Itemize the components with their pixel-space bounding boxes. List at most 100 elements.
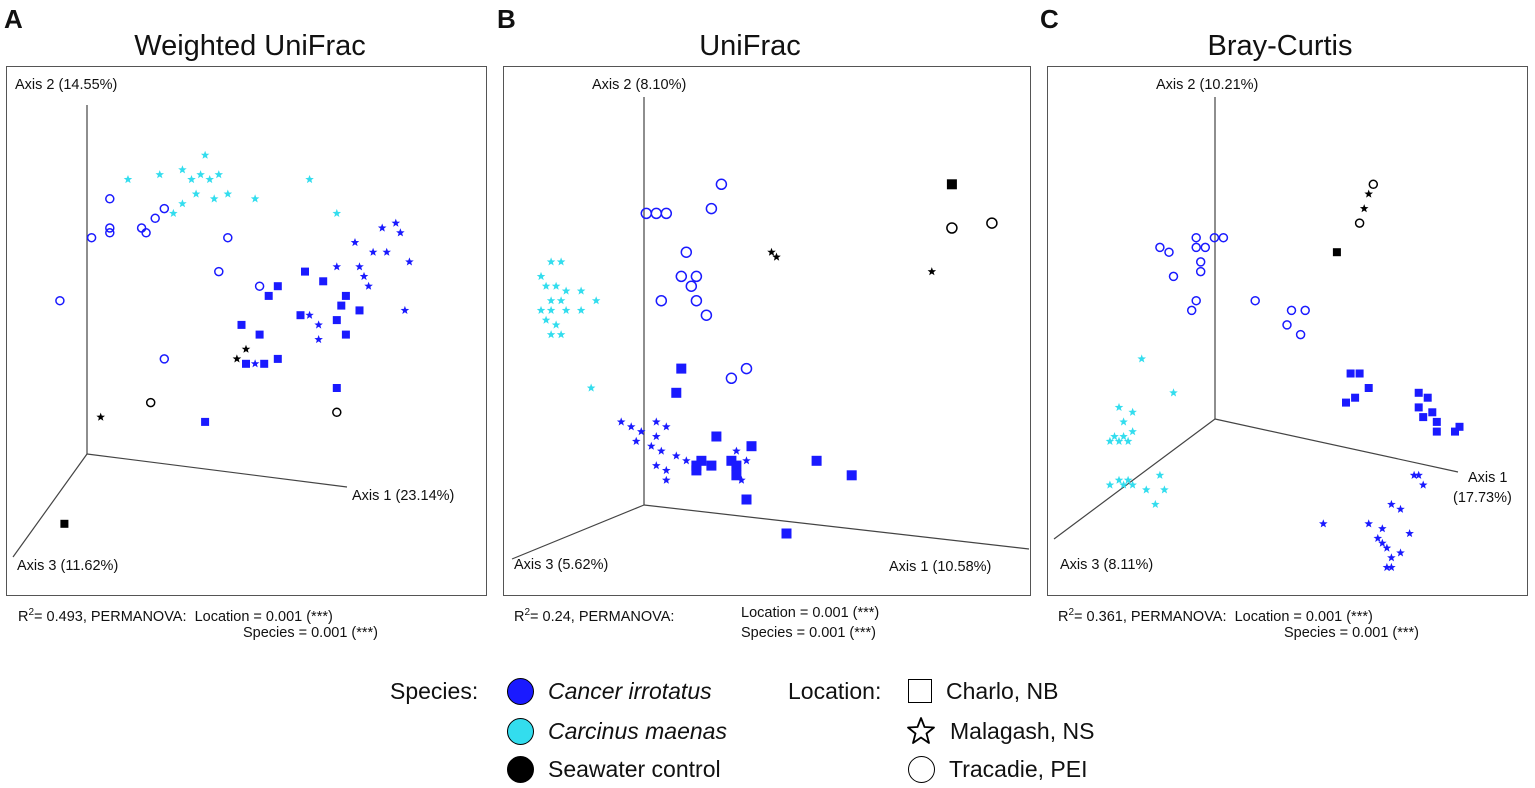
point-b-carcinus-star-9	[591, 296, 601, 305]
point-a-cancer-circle-19	[105, 223, 115, 233]
point-a-carcinus-star-7	[155, 170, 164, 179]
point-a-seawater-star-63	[232, 354, 242, 363]
point-c-carcinus-star-59	[1119, 432, 1128, 441]
point-c-cancer-star-50	[1382, 562, 1392, 572]
point-b-carcinus-star-5	[561, 286, 571, 295]
point-c-cancer-circle-5	[1191, 232, 1201, 243]
axis1-label-c: Axis 1	[1468, 470, 1508, 486]
point-b-cancer-square-47	[781, 528, 792, 539]
legend-item-carcinus: Carcinus maenas	[507, 716, 727, 746]
point-a-cancer-circle-25	[214, 266, 224, 277]
point-b-seawater-star-69	[767, 247, 776, 256]
point-a-cancer-square-45	[301, 267, 309, 276]
point-a-cancer-square-58	[242, 359, 250, 368]
point-c-cancer-circle-11	[1200, 242, 1211, 253]
point-c-carcinus-star-60	[1105, 436, 1115, 445]
point-b-cancer-square-41	[706, 460, 717, 471]
point-c-cancer-square-29	[1414, 403, 1423, 412]
point-c-carcinus-star-71	[1151, 499, 1160, 508]
point-c-cancer-circle-15	[1191, 295, 1201, 306]
point-c-carcinus-star-63	[1155, 470, 1165, 479]
point-b-cancer-star-58	[682, 456, 691, 465]
point-a-cancer-circle-22	[105, 228, 115, 238]
point-a-cancer-square-53	[332, 316, 341, 325]
point-c-cancer-star-38	[1418, 480, 1428, 489]
point-b-carcinus-star-7	[546, 296, 556, 305]
point-c-seawater-star-1	[1364, 189, 1373, 198]
point-a-seawater-square-67	[60, 519, 69, 528]
point-a-cancer-square-55	[341, 330, 350, 339]
legend-item-seawater: Seawater control	[507, 754, 721, 784]
point-b-cancer-square-36	[746, 441, 757, 452]
point-a-cancer-star-39	[364, 281, 373, 290]
point-a-cancer-circle-21	[141, 228, 151, 238]
point-a-cancer-square-51	[355, 306, 364, 315]
legend-species-title: Species:	[390, 677, 479, 704]
point-c-cancer-star-40	[1396, 504, 1405, 513]
legend-item-cancer: Cancer irrotatus	[507, 676, 712, 706]
point-c-cancer-circle-18	[1286, 305, 1297, 316]
point-a-cancer-circle-24	[223, 232, 233, 243]
point-a-cancer-square-56	[255, 330, 264, 339]
point-a-cancer-star-40	[400, 305, 410, 314]
point-b-cancer-square-34	[671, 387, 682, 398]
point-c-cancer-star-47	[1382, 543, 1392, 552]
point-c-seawater-circle-3	[1354, 218, 1365, 228]
point-a-cancer-star-43	[314, 335, 323, 344]
point-b-carcinus-star-14	[541, 315, 551, 324]
point-c-cancer-square-22	[1346, 369, 1355, 378]
point-b-cancer-star-52	[637, 427, 646, 436]
point-b-cancer-circle-22	[660, 207, 673, 220]
point-a-cancer-square-48	[341, 291, 350, 300]
point-a-seawater-circle-66	[332, 407, 342, 418]
point-c-carcinus-star-58	[1110, 432, 1119, 441]
point-c-cancer-star-39	[1387, 499, 1396, 508]
point-b-cancer-star-56	[657, 446, 666, 455]
point-c-cancer-star-44	[1405, 529, 1414, 538]
point-b-cancer-circle-21	[650, 207, 663, 220]
point-a-cancer-star-32	[350, 238, 360, 247]
point-b-cancer-star-49	[627, 422, 636, 431]
point-a-cancer-square-49	[264, 291, 273, 300]
point-c-carcinus-star-68	[1128, 480, 1137, 489]
stats-c: R2= 0.361, PERMANOVA: Location = 0.001 (…	[1058, 607, 1373, 625]
point-a-carcinus-star-5	[214, 170, 223, 179]
point-b-cancer-star-63	[732, 465, 741, 475]
point-b-carcinus-star-17	[556, 330, 566, 339]
legend-swatch-seawater	[507, 755, 534, 783]
point-b-carcinus-star-1	[556, 257, 566, 266]
stats-a: R2= 0.493, PERMANOVA: Location = 0.001 (…	[18, 607, 333, 625]
point-c-carcinus-star-64	[1114, 475, 1124, 484]
point-a-cancer-star-38	[359, 271, 369, 281]
point-b-cancer-star-54	[632, 436, 641, 445]
legend-swatch-cancer	[507, 677, 534, 705]
point-c-carcinus-star-65	[1123, 475, 1133, 484]
stats-species-a: Species = 0.001 (***)	[243, 625, 379, 641]
point-b-cancer-square-37	[696, 455, 707, 466]
point-c-cancer-square-30	[1428, 408, 1437, 417]
point-c-seawater-circle-0	[1368, 179, 1379, 190]
point-c-carcinus-star-52	[1137, 354, 1146, 363]
point-b-cancer-circle-27	[685, 280, 698, 292]
legend-item-malagash: Malagash, NS	[906, 716, 1094, 746]
point-c-cancer-star-43	[1378, 524, 1387, 533]
point-b-carcinus-star-6	[576, 286, 586, 295]
point-c-cancer-star-51	[1387, 562, 1396, 572]
point-c-cancer-square-32	[1432, 417, 1441, 426]
point-c-carcinus-star-70	[1160, 485, 1169, 494]
scatter-plot-b	[511, 97, 1030, 560]
point-c-cancer-star-37	[1414, 470, 1423, 479]
star-marker-icon	[907, 717, 935, 744]
point-b-cancer-star-60	[662, 465, 671, 475]
point-a-cancer-star-33	[368, 247, 378, 256]
point-c-cancer-square-33	[1455, 422, 1464, 431]
point-a-cancer-star-35	[405, 257, 414, 266]
point-a-carcinus-star-10	[223, 189, 233, 198]
point-c-cancer-circle-21	[1295, 329, 1306, 340]
axis2-label-c: Axis 2 (10.21%)	[1156, 77, 1259, 93]
axis1-pct-label-c: (17.73%)	[1453, 490, 1512, 506]
point-b-carcinus-star-2	[536, 271, 546, 281]
point-c-cancer-circle-14	[1195, 266, 1206, 277]
point-b-cancer-circle-23	[705, 202, 718, 215]
point-a-cancer-circle-17	[159, 203, 170, 214]
